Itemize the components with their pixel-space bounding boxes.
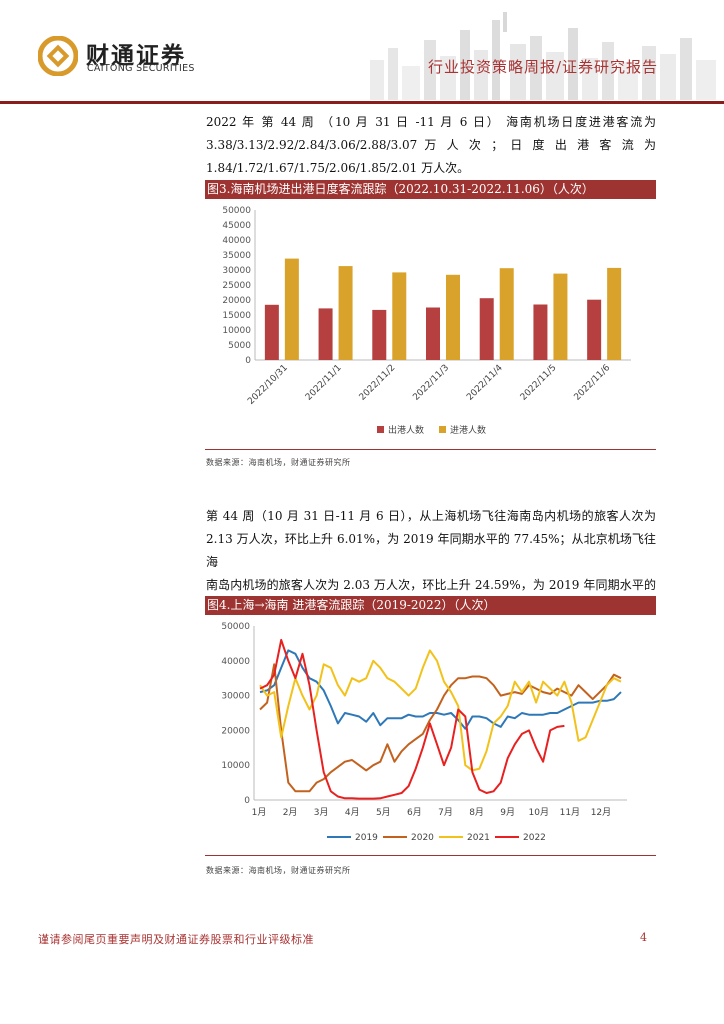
figure3-title: 图3.海南机场进出港日度客流跟踪（2022.10.31-2022.11.06）（…	[205, 180, 656, 199]
bar-inbound	[553, 273, 568, 360]
y-tick-label: 45000	[222, 221, 251, 231]
legend-label: 出港人数	[388, 424, 424, 436]
bar-inbound	[607, 267, 622, 360]
bar-outbound	[264, 304, 279, 360]
x-tick-label: 10月	[529, 807, 549, 818]
x-tick-label: 3月	[314, 807, 329, 818]
x-tick-label: 6月	[407, 807, 422, 818]
series-line-2021	[259, 649, 622, 772]
bar-outbound	[372, 309, 387, 360]
bar-outbound	[318, 308, 333, 360]
y-tick-label: 35000	[222, 251, 251, 261]
series-line-2019	[259, 649, 622, 730]
bar-inbound	[446, 274, 460, 360]
legend-label: 2019	[355, 833, 378, 843]
bar-inbound	[284, 258, 299, 360]
logo-english-name: CAITONG SECURITIES	[87, 63, 195, 74]
x-tick-label: 11月	[560, 807, 580, 818]
x-tick-label: 12月	[591, 807, 611, 818]
bar-inbound	[338, 266, 353, 360]
paragraph-line: 第 44 周（10 月 31 日-11 月 6 日），从上海机场飞往海南岛内机场…	[206, 509, 656, 523]
figure4-bottom-rule	[205, 855, 656, 856]
legend-swatch	[439, 426, 446, 433]
y-tick-label: 10000	[222, 326, 251, 336]
x-tick-label: 4月	[345, 807, 360, 818]
page-number: 4	[640, 931, 647, 944]
y-tick-label: 0	[244, 796, 250, 806]
figure3-bar-chart: 0 5000 10000 15000 20000 25000 30000 35000 40000…	[222, 206, 631, 436]
x-tick-label: 9月	[500, 807, 515, 818]
y-tick-label: 30000	[222, 266, 251, 276]
y-tick-label: 15000	[222, 311, 251, 321]
y-tick-label: 50000	[221, 622, 250, 632]
bar-outbound	[533, 304, 548, 360]
paragraph-line: 1.84/1.72/1.67/1.75/2.06/1.85/2.01 万人次。	[206, 161, 470, 175]
footer-disclaimer: 谨请参阅尾页重要声明及财通证券股票和行业评级标准	[38, 933, 314, 946]
logo-chinese-name: 财通证券	[86, 43, 186, 69]
y-tick-label: 25000	[222, 281, 251, 291]
x-tick-label: 5月	[376, 807, 391, 818]
series-line-2022	[259, 638, 565, 800]
paragraph-line: 南岛内机场的旅客人次为 2.03 万人次，环比上升 24.59%，为 2019 …	[206, 578, 656, 592]
x-tick-label: 2022/11/1	[304, 363, 344, 403]
legend-swatch	[377, 426, 384, 433]
header-divider	[0, 101, 724, 104]
bar-inbound	[499, 268, 514, 360]
bar-outbound	[479, 298, 494, 360]
figure3-source: 数据来源：海南机场，财通证券研究所	[206, 458, 351, 467]
paragraph-hainan-daily: 2022 年 第 44 周 （10 月 31 日 -11 月 6 日） 海南机场…	[206, 111, 656, 180]
paragraph-line: 3.38/3.13/2.92/2.84/3.06/2.88/3.07 万 人 次…	[206, 138, 656, 152]
x-tick-label: 2022/11/2	[358, 363, 398, 403]
legend-label: 进港人数	[450, 424, 486, 436]
city-skyline-image	[370, 12, 716, 100]
legend-label: 2020	[411, 833, 434, 843]
y-tick-label: 40000	[221, 657, 250, 667]
y-tick-label: 40000	[222, 236, 251, 246]
caitong-logo-icon	[38, 36, 78, 76]
y-tick-label: 5000	[228, 341, 251, 351]
y-tick-label: 0	[245, 356, 251, 366]
y-tick-label: 50000	[222, 206, 251, 216]
paragraph-line: 2022 年 第 44 周 （10 月 31 日 -11 月 6 日） 海南机场…	[206, 115, 656, 129]
figure4-source: 数据来源：海南机场，财通证券研究所	[206, 866, 351, 875]
y-tick-label: 30000	[221, 692, 250, 702]
x-tick-label: 1月	[252, 807, 267, 818]
y-tick-label: 10000	[221, 761, 250, 771]
report-type-label: 行业投资策略周报/证券研究报告	[428, 58, 659, 76]
bar-outbound	[587, 299, 602, 360]
y-tick-label: 20000	[221, 726, 250, 736]
x-tick-label: 2022/11/5	[519, 363, 559, 403]
series-line-2020	[259, 663, 622, 793]
figure3-bottom-rule	[205, 449, 656, 450]
figure4-line-chart: 0 10000 20000 30000 40000 50000 1月 2月 3月 4月 5月 6月 7月…	[221, 622, 627, 843]
paragraph-line: 2.13 万人次，环比上升 6.01%，为 2019 年同期水平的 77.45%…	[206, 532, 656, 569]
x-tick-label: 8月	[469, 807, 484, 818]
x-tick-label: 2022/10/31	[246, 363, 290, 407]
figure4-title: 图4.上海→海南 进港客流跟踪（2019-2022）（人次）	[205, 596, 656, 615]
x-tick-label: 7月	[438, 807, 453, 818]
bar-inbound	[392, 272, 407, 360]
x-tick-label: 2022/11/3	[411, 363, 451, 403]
x-tick-label: 2月	[283, 807, 298, 818]
legend-label: 2022	[523, 833, 546, 843]
x-tick-label: 2022/11/6	[573, 363, 613, 403]
bar-outbound	[426, 307, 440, 360]
y-tick-label: 20000	[222, 296, 251, 306]
legend-label: 2021	[467, 833, 490, 843]
x-tick-label: 2022/11/4	[465, 363, 505, 403]
